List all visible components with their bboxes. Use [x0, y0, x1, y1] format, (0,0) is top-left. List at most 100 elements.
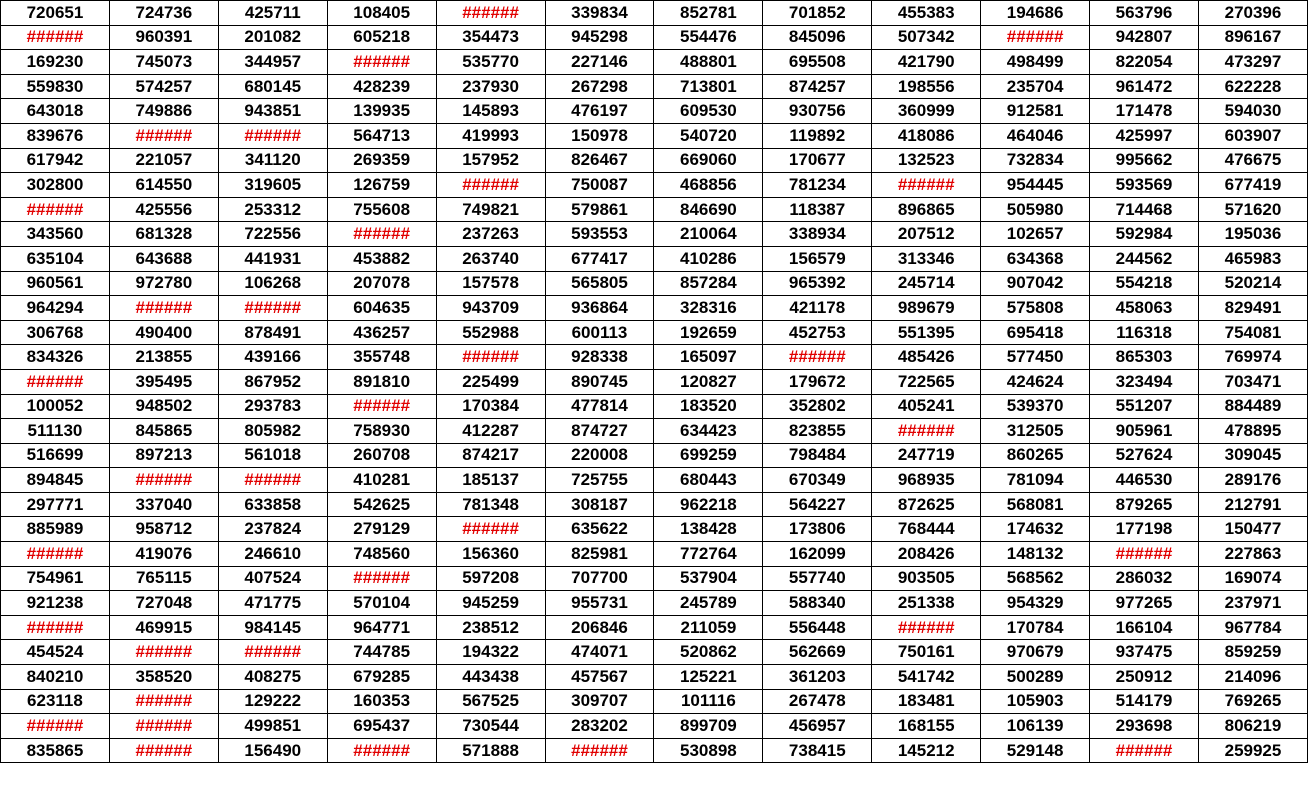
error-cell[interactable]: ###### [762, 344, 873, 370]
grid-cell[interactable]: 539370 [980, 393, 1091, 420]
grid-cell[interactable]: 955731 [544, 590, 655, 616]
grid-cell[interactable]: 960561 [0, 270, 110, 297]
grid-cell[interactable]: 943851 [217, 98, 328, 124]
grid-cell[interactable]: 500289 [980, 664, 1091, 690]
grid-cell[interactable]: 245789 [653, 590, 764, 616]
grid-cell[interactable]: 106139 [980, 713, 1091, 739]
grid-cell[interactable]: 768444 [871, 516, 982, 543]
grid-cell[interactable]: 259925 [1197, 737, 1309, 764]
grid-cell[interactable]: 701852 [762, 0, 873, 26]
grid-cell[interactable]: 874727 [544, 418, 655, 444]
grid-cell[interactable]: 270396 [1197, 0, 1309, 26]
grid-cell[interactable]: 635622 [544, 516, 655, 543]
grid-cell[interactable]: 540720 [653, 122, 764, 149]
grid-cell[interactable]: 408275 [217, 664, 328, 690]
grid-cell[interactable]: 194322 [435, 639, 546, 666]
grid-cell[interactable]: 355748 [326, 344, 437, 370]
grid-cell[interactable]: 552988 [435, 319, 546, 346]
grid-cell[interactable]: 105903 [980, 688, 1091, 715]
grid-cell[interactable]: 745073 [108, 49, 219, 75]
grid-cell[interactable]: 781234 [762, 172, 873, 198]
grid-cell[interactable]: 237930 [435, 73, 546, 100]
grid-cell[interactable]: 323494 [1089, 368, 1199, 395]
grid-cell[interactable]: 267478 [762, 688, 873, 715]
grid-cell[interactable]: 896865 [871, 196, 982, 223]
error-cell[interactable]: ###### [1089, 737, 1199, 764]
grid-cell[interactable]: 592984 [1089, 221, 1199, 247]
grid-cell[interactable]: 972780 [108, 270, 219, 297]
grid-cell[interactable]: 211059 [653, 614, 764, 641]
grid-cell[interactable]: 244562 [1089, 245, 1199, 272]
grid-cell[interactable]: 477814 [544, 393, 655, 420]
grid-cell[interactable]: 806219 [1197, 713, 1309, 739]
grid-cell[interactable]: 750161 [871, 639, 982, 666]
grid-cell[interactable]: 441931 [217, 245, 328, 272]
grid-cell[interactable]: 593569 [1089, 172, 1199, 198]
grid-cell[interactable]: 964771 [326, 614, 437, 641]
grid-cell[interactable]: 749886 [108, 98, 219, 124]
grid-cell[interactable]: 937475 [1089, 639, 1199, 666]
grid-cell[interactable]: 860265 [980, 442, 1091, 469]
grid-cell[interactable]: 169074 [1197, 565, 1309, 592]
grid-cell[interactable]: 100052 [0, 393, 110, 420]
grid-cell[interactable]: 681328 [108, 221, 219, 247]
grid-cell[interactable]: 237263 [435, 221, 546, 247]
grid-cell[interactable]: 948502 [108, 393, 219, 420]
error-cell[interactable]: ###### [435, 516, 546, 543]
error-cell[interactable]: ###### [217, 295, 328, 321]
grid-cell[interactable]: 961472 [1089, 73, 1199, 100]
grid-cell[interactable]: 473297 [1197, 49, 1309, 75]
grid-cell[interactable]: 343560 [0, 221, 110, 247]
grid-cell[interactable]: 474071 [544, 639, 655, 666]
grid-cell[interactable]: 568562 [980, 565, 1091, 592]
grid-cell[interactable]: 845096 [762, 24, 873, 51]
grid-cell[interactable]: 670349 [762, 467, 873, 493]
grid-cell[interactable]: 476675 [1197, 147, 1309, 174]
grid-cell[interactable]: 732834 [980, 147, 1091, 174]
grid-cell[interactable]: 269359 [326, 147, 437, 174]
grid-cell[interactable]: 805982 [217, 418, 328, 444]
grid-cell[interactable]: 511130 [0, 418, 110, 444]
grid-cell[interactable]: 237824 [217, 516, 328, 543]
grid-cell[interactable]: 170677 [762, 147, 873, 174]
grid-cell[interactable]: 962218 [653, 491, 764, 518]
error-cell[interactable]: ###### [217, 122, 328, 149]
grid-cell[interactable]: 308187 [544, 491, 655, 518]
grid-cell[interactable]: 905961 [1089, 418, 1199, 444]
grid-cell[interactable]: 936864 [544, 295, 655, 321]
grid-cell[interactable]: 954445 [980, 172, 1091, 198]
grid-cell[interactable]: 165097 [653, 344, 764, 370]
grid-cell[interactable]: 162099 [762, 541, 873, 567]
grid-cell[interactable]: 339834 [544, 0, 655, 26]
grid-cell[interactable]: 220008 [544, 442, 655, 469]
grid-cell[interactable]: 132523 [871, 147, 982, 174]
grid-cell[interactable]: 192659 [653, 319, 764, 346]
grid-cell[interactable]: 680443 [653, 467, 764, 493]
grid-cell[interactable]: 247719 [871, 442, 982, 469]
grid-cell[interactable]: 557740 [762, 565, 873, 592]
grid-cell[interactable]: 958712 [108, 516, 219, 543]
grid-cell[interactable]: 754081 [1197, 319, 1309, 346]
grid-cell[interactable]: 565805 [544, 270, 655, 297]
error-cell[interactable]: ###### [0, 614, 110, 641]
grid-cell[interactable]: 859259 [1197, 639, 1309, 666]
grid-cell[interactable]: 452753 [762, 319, 873, 346]
grid-cell[interactable]: 829491 [1197, 295, 1309, 321]
grid-cell[interactable]: 865303 [1089, 344, 1199, 370]
grid-cell[interactable]: 527624 [1089, 442, 1199, 469]
error-cell[interactable]: ###### [108, 713, 219, 739]
grid-cell[interactable]: 120827 [653, 368, 764, 395]
error-cell[interactable]: ###### [871, 172, 982, 198]
grid-cell[interactable]: 964294 [0, 295, 110, 321]
grid-cell[interactable]: 207078 [326, 270, 437, 297]
grid-cell[interactable]: 173806 [762, 516, 873, 543]
error-cell[interactable]: ###### [0, 541, 110, 567]
grid-cell[interactable]: 358520 [108, 664, 219, 690]
grid-cell[interactable]: 834326 [0, 344, 110, 370]
error-cell[interactable]: ###### [1089, 541, 1199, 567]
grid-cell[interactable]: 750087 [544, 172, 655, 198]
error-cell[interactable]: ###### [108, 737, 219, 764]
grid-cell[interactable]: 185137 [435, 467, 546, 493]
grid-cell[interactable]: 446530 [1089, 467, 1199, 493]
grid-cell[interactable]: 571620 [1197, 196, 1309, 223]
